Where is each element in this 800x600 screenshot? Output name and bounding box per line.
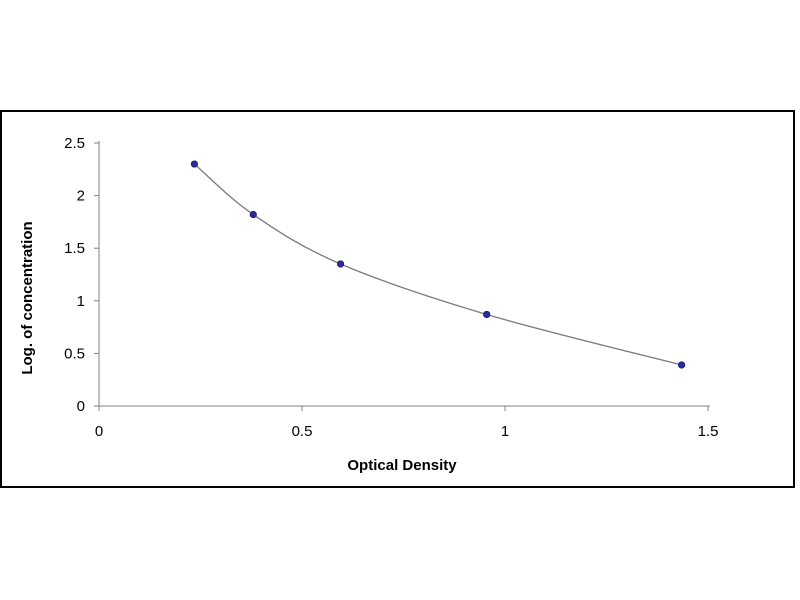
y-tick-label: 2 [77, 188, 85, 205]
data-point [483, 310, 491, 319]
chart-frame: 0 0.5 1 1.5 2 2.5 0 0.5 1 1.5 Optical Density Log… [0, 110, 795, 488]
chart-svg: 0 0.5 1 1.5 2 2.5 0 0.5 1 1.5 Optical Density Log… [19, 135, 718, 474]
data-point [249, 210, 257, 219]
data-point [336, 260, 345, 268]
data-point [190, 160, 199, 168]
y-tick-label: 1 [77, 293, 85, 310]
y-tick-label: 2.5 [64, 135, 85, 152]
x-tick-label: 0.5 [292, 423, 313, 440]
fit-curve [193, 163, 682, 366]
x-tick-label: 1 [501, 423, 509, 440]
y-tick-label: 0 [77, 398, 85, 415]
plot-area: 0 0.5 1 1.5 2 2.5 0 0.5 1 1.5 [64, 135, 718, 440]
data-point [678, 361, 686, 369]
y-tick-label: 1.5 [64, 240, 85, 257]
x-tick-label: 1.5 [698, 423, 719, 440]
x-tick-label: 0 [95, 423, 103, 440]
y-tick-label: 0.5 [64, 345, 85, 362]
y-axis-title: Log. of concentration [19, 221, 36, 374]
x-axis-title: Optical Density [347, 457, 457, 474]
